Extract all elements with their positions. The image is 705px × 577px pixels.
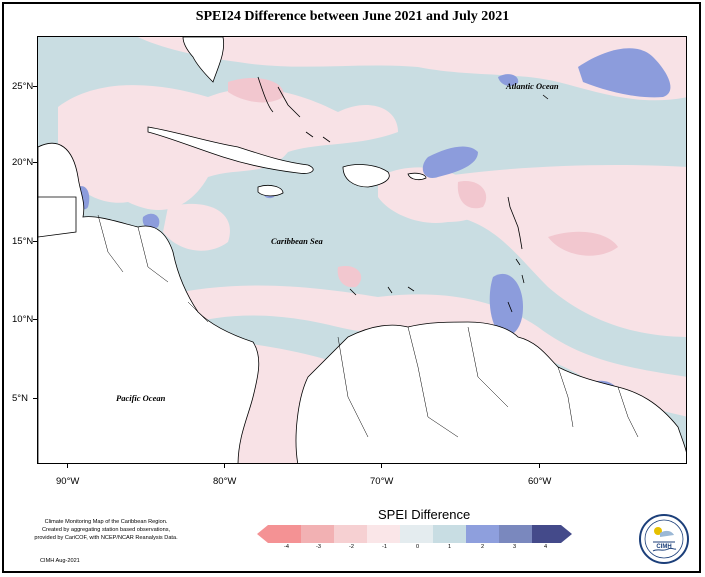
lon-tick (381, 464, 382, 468)
land-south-america (295, 321, 686, 463)
legend-tick: -4 (284, 544, 289, 550)
land-yucatan (38, 196, 77, 238)
label-caribbean-sea: Caribbean Sea (271, 236, 323, 246)
legend-tick: -1 (382, 544, 387, 550)
dry-region-leeward (438, 165, 686, 337)
lon-label-60: 60°W (528, 476, 552, 487)
label-atlantic-ocean: Atlantic Ocean (506, 81, 559, 91)
land-puerto-rico (407, 172, 427, 181)
lat-label-25: 25°N (12, 81, 34, 92)
dry-region-honduras (163, 203, 230, 251)
color-bar-left-arrow (257, 525, 268, 543)
color-bin-6 (433, 525, 466, 543)
color-bin-1 (268, 525, 301, 543)
cimh-logo: CIMH (638, 513, 690, 565)
lat-tick (33, 241, 37, 242)
land-central-america (38, 142, 260, 463)
credit-footer: CIMH Aug-2021 (40, 558, 80, 564)
lon-tick (539, 464, 540, 468)
lat-label-15: 15°N (12, 236, 34, 247)
land-hispaniola (342, 164, 390, 188)
logo-text: CIMH (656, 544, 671, 550)
lat-tick (33, 398, 37, 399)
lon-label-80: 80°W (213, 476, 237, 487)
lon-tick (224, 464, 225, 468)
wet-region-honduras (142, 213, 160, 229)
wet-region-hispaniola (422, 146, 478, 178)
lat-label-10: 10°N (12, 314, 34, 325)
color-bar (257, 525, 572, 543)
color-bin-2 (301, 525, 334, 543)
legend-title: SPEI Difference (378, 507, 471, 522)
lat-label-20: 20°N (12, 157, 34, 168)
dry-region-north (138, 37, 686, 101)
land-masses (38, 37, 686, 463)
lat-tick (33, 319, 37, 320)
legend-tick: 0 (416, 544, 420, 550)
land-jamaica (257, 185, 284, 197)
color-bin-4 (367, 525, 400, 543)
legend-tick: 2 (481, 544, 485, 550)
lon-label-70: 70°W (370, 476, 394, 487)
label-pacific-ocean: Pacific Ocean (116, 393, 166, 403)
color-bin-8 (499, 525, 532, 543)
land-cuba (147, 126, 314, 174)
map-title: SPEI24 Difference between June 2021 and … (195, 9, 510, 24)
country-borders (97, 214, 639, 438)
land-florida (182, 37, 225, 83)
lat-tick (33, 162, 37, 163)
logo-icon: CIMH (639, 514, 689, 564)
credit-line: Created by aggregating station based obs… (41, 527, 171, 533)
legend-tick: 3 (513, 544, 517, 550)
wet-region-windward (489, 273, 523, 336)
color-bin-5 (400, 525, 433, 543)
color-bin-7 (466, 525, 499, 543)
legend-tick: -2 (349, 544, 354, 550)
lon-tick (67, 464, 68, 468)
credit-text: Climate Monitoring Map of the Caribbean … (22, 518, 190, 542)
color-bin-9 (532, 525, 561, 543)
wet-region-atlantic (578, 48, 671, 98)
credit-line: provided by CariCOF, with NCEP/NCAR Rean… (34, 535, 178, 541)
lon-label-90: 90°W (56, 476, 80, 487)
lat-label-5: 5°N (12, 393, 28, 404)
lat-tick (33, 86, 37, 87)
legend-tick: 4 (544, 544, 548, 550)
legend-tick: -3 (316, 544, 321, 550)
credit-line: Climate Monitoring Map of the Caribbean … (44, 519, 168, 525)
map-canvas (38, 37, 686, 463)
map-panel[interactable] (37, 36, 687, 464)
legend-tick: 1 (448, 544, 452, 550)
small-islands (257, 76, 549, 313)
color-bar-right-arrow (561, 525, 572, 543)
wet-region-atlantic-2 (498, 74, 519, 86)
color-bin-3 (334, 525, 367, 543)
